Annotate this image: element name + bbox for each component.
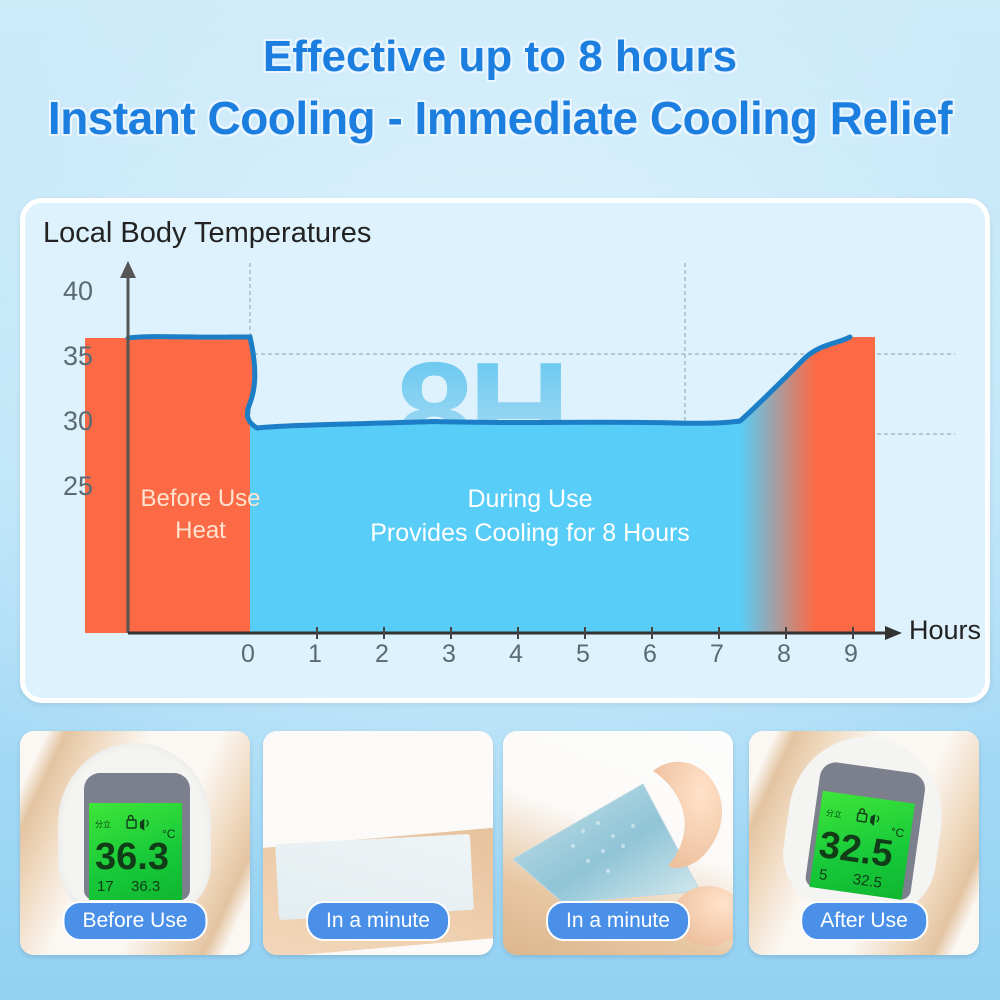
svg-text:°C: °C bbox=[890, 825, 906, 841]
svg-text:17: 17 bbox=[97, 878, 114, 895]
svg-text:°C: °C bbox=[162, 827, 176, 841]
svg-text:分立: 分立 bbox=[95, 819, 111, 829]
svg-text:36.3: 36.3 bbox=[95, 836, 169, 878]
svg-text:5: 5 bbox=[818, 866, 829, 884]
svg-text:分立: 分立 bbox=[825, 807, 842, 819]
svg-text:36.3: 36.3 bbox=[131, 878, 160, 895]
svg-text:32.5: 32.5 bbox=[852, 871, 883, 892]
